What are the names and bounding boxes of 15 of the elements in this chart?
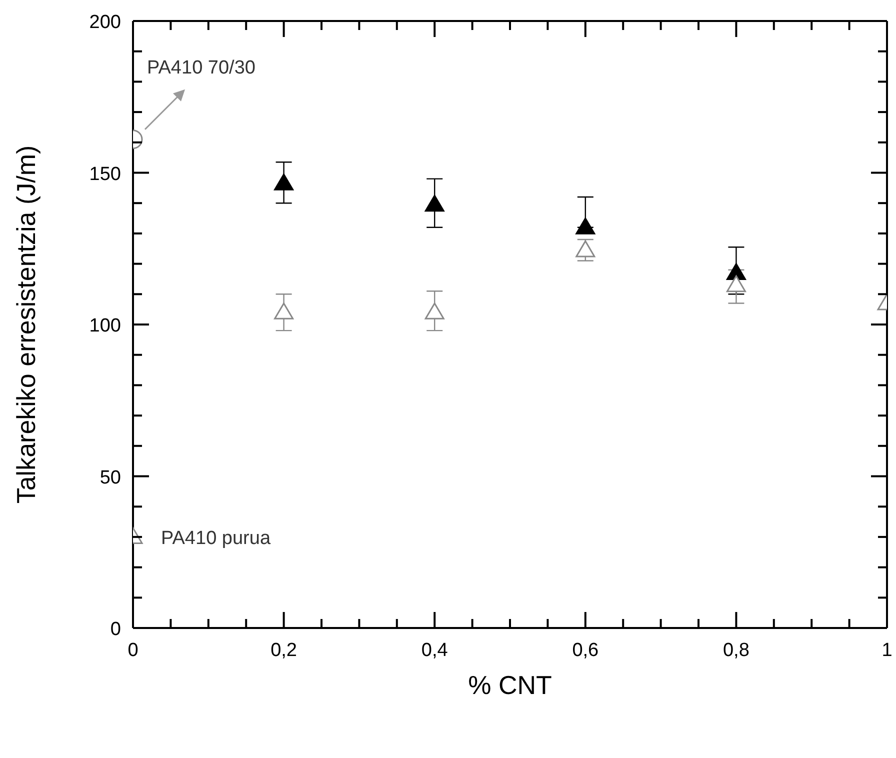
x-tick-label: 0 bbox=[128, 640, 138, 661]
y-axis-title: Talkarekiko erresistentzia (J/m) bbox=[11, 145, 42, 504]
x-axis-title: % CNT bbox=[468, 670, 552, 700]
x-tick-label: 0,6 bbox=[572, 640, 599, 661]
x-tick-label: 0,4 bbox=[421, 640, 448, 661]
x-tick-label: 1 bbox=[882, 640, 892, 661]
annotation: PA410 70/30 bbox=[147, 57, 256, 78]
x-tick-label: 0,8 bbox=[722, 640, 750, 661]
y-tick-label: 0 bbox=[110, 619, 121, 640]
annotation: PA410 purua bbox=[161, 528, 271, 549]
y-tick-label: 100 bbox=[89, 316, 121, 336]
y-tick-label: 50 bbox=[100, 467, 121, 488]
y-tick-label: 150 bbox=[89, 164, 121, 185]
x-tick-label: 0,2 bbox=[270, 640, 298, 661]
y-tick-label: 200 bbox=[89, 12, 121, 33]
